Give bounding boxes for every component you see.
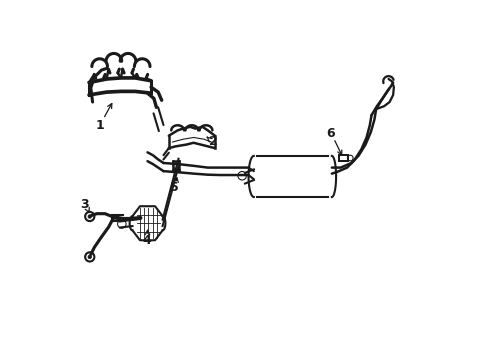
Text: 2: 2 bbox=[209, 135, 218, 148]
Text: 1: 1 bbox=[95, 118, 104, 131]
Text: 5: 5 bbox=[170, 181, 178, 194]
Text: 4: 4 bbox=[142, 234, 151, 247]
Circle shape bbox=[88, 255, 92, 259]
Text: 6: 6 bbox=[326, 127, 335, 140]
Circle shape bbox=[88, 215, 92, 218]
Text: 3: 3 bbox=[80, 198, 89, 211]
